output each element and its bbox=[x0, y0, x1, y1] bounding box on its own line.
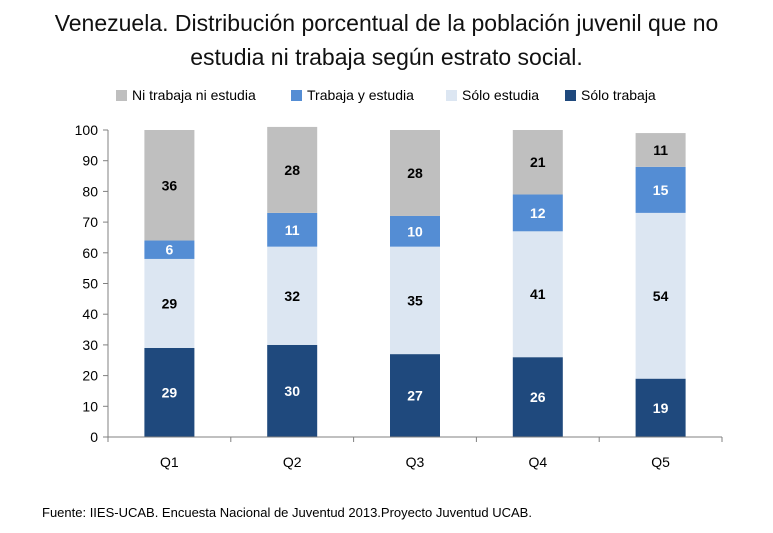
bar-stack-q3: 27 35 10 28 bbox=[390, 130, 440, 437]
bar-segment bbox=[144, 130, 195, 241]
chart-title-line-1: Venezuela. Distribución porcentual de la… bbox=[54, 10, 719, 36]
y-tick-label: 70 bbox=[82, 214, 98, 230]
bar-segment bbox=[144, 240, 195, 259]
bars: 29 29 6 36 30 32 11 28 27 35 10 28 26 41 12 21 19 54 15 11 bbox=[144, 126, 686, 437]
bar-segment bbox=[390, 354, 440, 437]
data-label: 19 bbox=[653, 400, 669, 416]
legend-swatch bbox=[116, 90, 127, 101]
bar-segment bbox=[512, 130, 563, 195]
bar-segment bbox=[390, 130, 440, 216]
bar-segment bbox=[267, 246, 318, 345]
x-tick-label: Q2 bbox=[283, 454, 302, 470]
data-label: 28 bbox=[407, 165, 423, 181]
x-tick-label: Q4 bbox=[528, 454, 547, 470]
bar-stack-q5: 19 54 15 11 bbox=[635, 133, 686, 437]
y-tick-label: 90 bbox=[82, 153, 98, 169]
legend-label: Sólo trabaja bbox=[581, 87, 656, 103]
bar-segment bbox=[635, 378, 686, 437]
x-tick-label: Q3 bbox=[406, 454, 425, 470]
legend-item: Sólo estudia bbox=[446, 87, 539, 103]
bar-segment bbox=[267, 126, 318, 213]
bar-segment bbox=[512, 194, 563, 232]
legend-item: Trabaja y estudia bbox=[291, 87, 414, 103]
y-tick-label: 0 bbox=[90, 429, 98, 445]
bar-segment bbox=[144, 258, 195, 348]
data-label: 10 bbox=[407, 223, 423, 239]
bar-segment bbox=[635, 166, 686, 213]
bar-segment bbox=[267, 344, 318, 437]
data-label: 26 bbox=[530, 389, 546, 405]
data-label: 36 bbox=[162, 177, 178, 193]
bar-segment bbox=[635, 212, 686, 379]
bar-segment bbox=[635, 133, 686, 167]
source-note: Fuente: IIES-UCAB. Encuesta Nacional de … bbox=[42, 505, 532, 520]
data-label: 29 bbox=[162, 295, 178, 311]
y-tick-label: 50 bbox=[82, 276, 98, 292]
data-label: 12 bbox=[530, 205, 546, 221]
data-label: 30 bbox=[284, 383, 300, 399]
data-label: 54 bbox=[653, 288, 669, 304]
x-tick-label: Q5 bbox=[651, 454, 670, 470]
data-label: 11 bbox=[285, 222, 300, 238]
data-label: 21 bbox=[530, 154, 546, 170]
data-label: 32 bbox=[284, 288, 300, 304]
legend-item: Sólo trabaja bbox=[565, 87, 656, 103]
bar-segment bbox=[144, 347, 195, 437]
legend-swatch bbox=[291, 90, 302, 101]
data-label: 15 bbox=[653, 182, 669, 198]
data-label: 6 bbox=[166, 242, 174, 258]
bar-segment bbox=[267, 212, 318, 247]
chart-title: Venezuela. Distribución porcentual de la… bbox=[0, 6, 773, 74]
bar-stack-q1: 29 29 6 36 bbox=[144, 130, 195, 437]
data-label: 29 bbox=[162, 384, 178, 400]
y-tick-label: 20 bbox=[82, 368, 98, 384]
legend-label: Ni trabaja ni estudia bbox=[132, 87, 256, 103]
data-label: 28 bbox=[284, 162, 300, 178]
bar-segment bbox=[390, 246, 440, 355]
legend-label: Trabaja y estudia bbox=[307, 87, 414, 103]
chart-title-line-2: estudia ni trabaja según estrato social. bbox=[190, 44, 583, 70]
bar-stack-q2: 30 32 11 28 bbox=[267, 126, 318, 437]
x-tick-label: Q1 bbox=[160, 454, 179, 470]
y-axis: 0 10 20 30 40 50 60 70 80 90 100 bbox=[75, 122, 109, 445]
data-label: 35 bbox=[407, 292, 423, 308]
legend-label: Sólo estudia bbox=[462, 87, 539, 103]
legend-swatch bbox=[565, 90, 576, 101]
y-tick-label: 40 bbox=[82, 306, 98, 322]
legend-item: Ni trabaja ni estudia bbox=[116, 87, 256, 103]
y-tick-label: 100 bbox=[75, 122, 99, 138]
legend: Ni trabaja ni estudia Trabaja y estudia Só… bbox=[116, 87, 656, 103]
bar-stack-q4: 26 41 12 21 bbox=[512, 130, 563, 437]
legend-swatch bbox=[446, 90, 457, 101]
data-label: 27 bbox=[407, 388, 423, 404]
bar-segment bbox=[390, 215, 440, 247]
y-tick-label: 60 bbox=[82, 245, 98, 261]
stacked-bar-chart: Ni trabaja ni estudia Trabaja y estudia Só… bbox=[75, 87, 723, 470]
bar-segment bbox=[512, 357, 563, 437]
x-axis: Q1 Q2 Q3 Q4 Q5 bbox=[107, 436, 723, 470]
y-tick-label: 10 bbox=[82, 398, 98, 414]
data-label: 41 bbox=[530, 286, 546, 302]
data-label: 11 bbox=[653, 142, 668, 158]
y-tick-label: 80 bbox=[82, 183, 98, 199]
bar-segment bbox=[512, 231, 563, 358]
y-tick-label: 30 bbox=[82, 337, 98, 353]
